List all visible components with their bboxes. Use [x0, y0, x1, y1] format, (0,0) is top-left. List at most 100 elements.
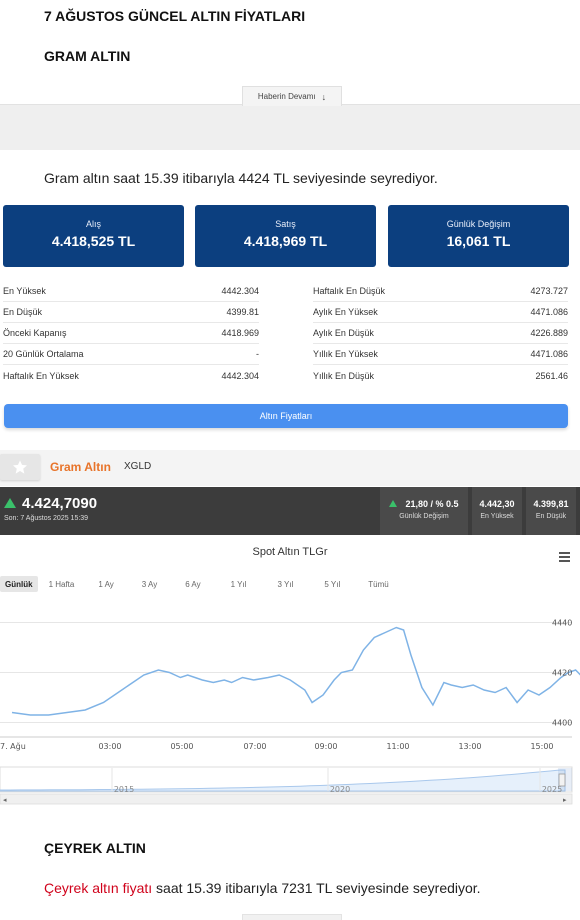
daily-change-stat-label: Günlük Değişim	[399, 513, 449, 520]
instrument-name[interactable]: Gram Altın	[50, 460, 111, 474]
buy-value: 4.418,525 TL	[51, 233, 136, 249]
daily-change-stat-value: 21,80 / % 0.5	[405, 499, 459, 509]
range-1-hafta[interactable]: 1 Hafta	[48, 579, 75, 589]
table-row: En Düşük 4399.81	[3, 302, 259, 323]
row-label: Yıllık En Düşük	[313, 370, 375, 381]
high-stat: 4.442,30 En Yüksek	[472, 487, 522, 535]
star-icon	[13, 460, 27, 474]
gram-paragraph: Gram altın saat 15.39 itibarıyla 4424 TL…	[44, 170, 438, 186]
range-1-yil[interactable]: 1 Yıl	[230, 579, 247, 589]
table-row: Önceki Kapanış 4418.969	[3, 323, 259, 344]
navigator-series	[0, 769, 566, 792]
row-label: Haftalık En Düşük	[313, 286, 386, 296]
table-row: Yıllık En Yüksek 4471.086	[313, 344, 568, 365]
table-row: En Yüksek 4442.304	[3, 281, 259, 302]
x-tick-label: 11:00	[386, 742, 409, 751]
row-label: En Yüksek	[3, 286, 46, 296]
y-tick-label: 4440	[552, 619, 572, 628]
navigator-label: 2015	[114, 785, 134, 794]
read-more-button-stub[interactable]	[242, 914, 342, 920]
sell-value: 4.418,969 TL	[243, 233, 328, 249]
x-tick-label: 13:00	[458, 742, 481, 751]
row-label: Önceki Kapanış	[3, 328, 67, 338]
chart-title: Spot Altın TLGr	[252, 546, 328, 558]
row-value: 4273.727	[530, 286, 568, 296]
menu-icon[interactable]	[559, 552, 570, 564]
low-stat: 4.399,81 En Düşük	[526, 487, 576, 535]
row-label: Yıllık En Yüksek	[313, 349, 378, 359]
table-row: Haftalık En Yüksek 4442.304	[3, 365, 259, 386]
table-row: Aylık En Yüksek 4471.086	[313, 302, 568, 323]
high-stat-label: En Yüksek	[480, 513, 514, 520]
row-label: 20 Günlük Ortalama	[3, 349, 84, 359]
section-heading-gram: GRAM ALTIN	[44, 48, 131, 64]
row-label: Aylık En Düşük	[313, 328, 374, 338]
scroll-left-icon[interactable]: ◂	[3, 796, 7, 804]
row-value: 4471.086	[530, 349, 568, 359]
gold-prices-button[interactable]: Altın Fiyatları	[4, 404, 568, 428]
section-heading-ceyrek: ÇEYREK ALTIN	[44, 840, 146, 856]
row-value: -	[256, 349, 259, 359]
table-row: Haftalık En Düşük 4273.727	[313, 281, 568, 302]
x-tick-label: 03:00	[98, 742, 121, 751]
chart-scrollbar[interactable]	[0, 793, 573, 805]
favorite-button[interactable]	[0, 454, 40, 480]
last-update: Son: 7 Ağustos 2025 15:39	[4, 515, 89, 522]
daily-change-stat: 21,80 / % 0.5 Günlük Değişim	[380, 487, 468, 535]
series-line	[11, 626, 580, 716]
widget-header: Gram Altın XGLD	[0, 450, 580, 486]
low-stat-value: 4.399,81	[533, 499, 569, 509]
row-value: 4399.81	[226, 307, 259, 317]
buy-label: Alış	[85, 219, 101, 229]
stats-table-left: En Yüksek 4442.304 En Düşük 4399.81 Önceki…	[3, 281, 259, 386]
row-label: Haftalık En Yüksek	[3, 370, 79, 381]
row-value: 4442.304	[221, 370, 259, 381]
daily-change-label: Günlük Değişim	[446, 219, 511, 229]
scroll-right-icon[interactable]: ▸	[563, 796, 567, 804]
buy-card: Alış 4.418,525 TL	[3, 205, 184, 267]
daily-change-value: 16,061 TL	[446, 233, 511, 249]
navigator-label: 2025	[542, 785, 562, 794]
x-tick-label: 07:00	[243, 742, 266, 751]
row-label: En Düşük	[3, 307, 43, 317]
read-more-button[interactable]: Haberin Devamı ↓	[242, 86, 342, 106]
range-tumu[interactable]: Tümü	[368, 579, 389, 589]
range-selector: Günlük 1 Hafta 1 Ay 3 Ay 6 Ay 1 Yıl 3 Yı…	[0, 576, 389, 592]
ceyrek-link[interactable]: Çeyrek altın fiyatı	[44, 880, 153, 896]
y-tick-label: 4400	[552, 719, 572, 728]
up-arrow-icon	[389, 500, 398, 507]
ceyrek-text: saat 15.39 itibarıyla 7231 TL seviyesind…	[152, 880, 481, 896]
high-stat-value: 4.442,30	[479, 499, 515, 509]
navigator-handle[interactable]	[558, 773, 566, 787]
range-gunluk[interactable]: Günlük	[0, 576, 38, 592]
low-stat-label: En Düşük	[535, 513, 567, 520]
y-tick-label: 4420	[552, 669, 572, 678]
range-5-yil[interactable]: 5 Yıl	[324, 579, 341, 589]
range-3-ay[interactable]: 3 Ay	[141, 579, 158, 589]
range-6-ay[interactable]: 6 Ay	[185, 579, 201, 589]
ad-placeholder	[0, 105, 580, 150]
row-value: 4442.304	[221, 286, 259, 296]
table-row: 20 Günlük Ortalama -	[3, 344, 259, 365]
read-more-area: Haberin Devamı ↓	[0, 86, 580, 150]
navigator-label: 2020	[330, 785, 350, 794]
stats-table-right: Haftalık En Düşük 4273.727 Aylık En Yükse…	[313, 281, 568, 386]
row-value: 4226.889	[530, 328, 568, 338]
x-tick-label: 7. Ağu	[0, 742, 26, 751]
range-1-ay[interactable]: 1 Ay	[98, 579, 114, 589]
table-row: Yıllık En Düşük 2561.46	[313, 365, 568, 386]
row-value: 2561.46	[535, 370, 568, 381]
up-arrow-icon	[4, 498, 16, 508]
ceyrek-paragraph: Çeyrek altın fiyatı saat 15.39 itibarıyl…	[44, 880, 481, 896]
sell-card: Satış 4.418,969 TL	[195, 205, 376, 267]
current-price: 4.424,7090	[22, 495, 98, 512]
x-tick-label: 09:00	[314, 742, 337, 751]
daily-change-card: Günlük Değişim 16,061 TL	[388, 205, 569, 267]
article-title: 7 AĞUSTOS GÜNCEL ALTIN FİYATLARI	[44, 8, 306, 24]
table-row: Aylık En Düşük 4226.889	[313, 323, 568, 344]
range-3-yil[interactable]: 3 Yıl	[277, 579, 294, 589]
line-chart[interactable]: 4400 4420 4440 7. Ağu 03:00 05:00 07:00 09:00 1…	[0, 600, 580, 810]
price-bar: 4.424,7090 Son: 7 Ağustos 2025 15:39 21,…	[0, 487, 580, 535]
read-more-label: Haberin Devamı	[257, 92, 316, 101]
x-tick-label: 15:00	[530, 742, 553, 751]
